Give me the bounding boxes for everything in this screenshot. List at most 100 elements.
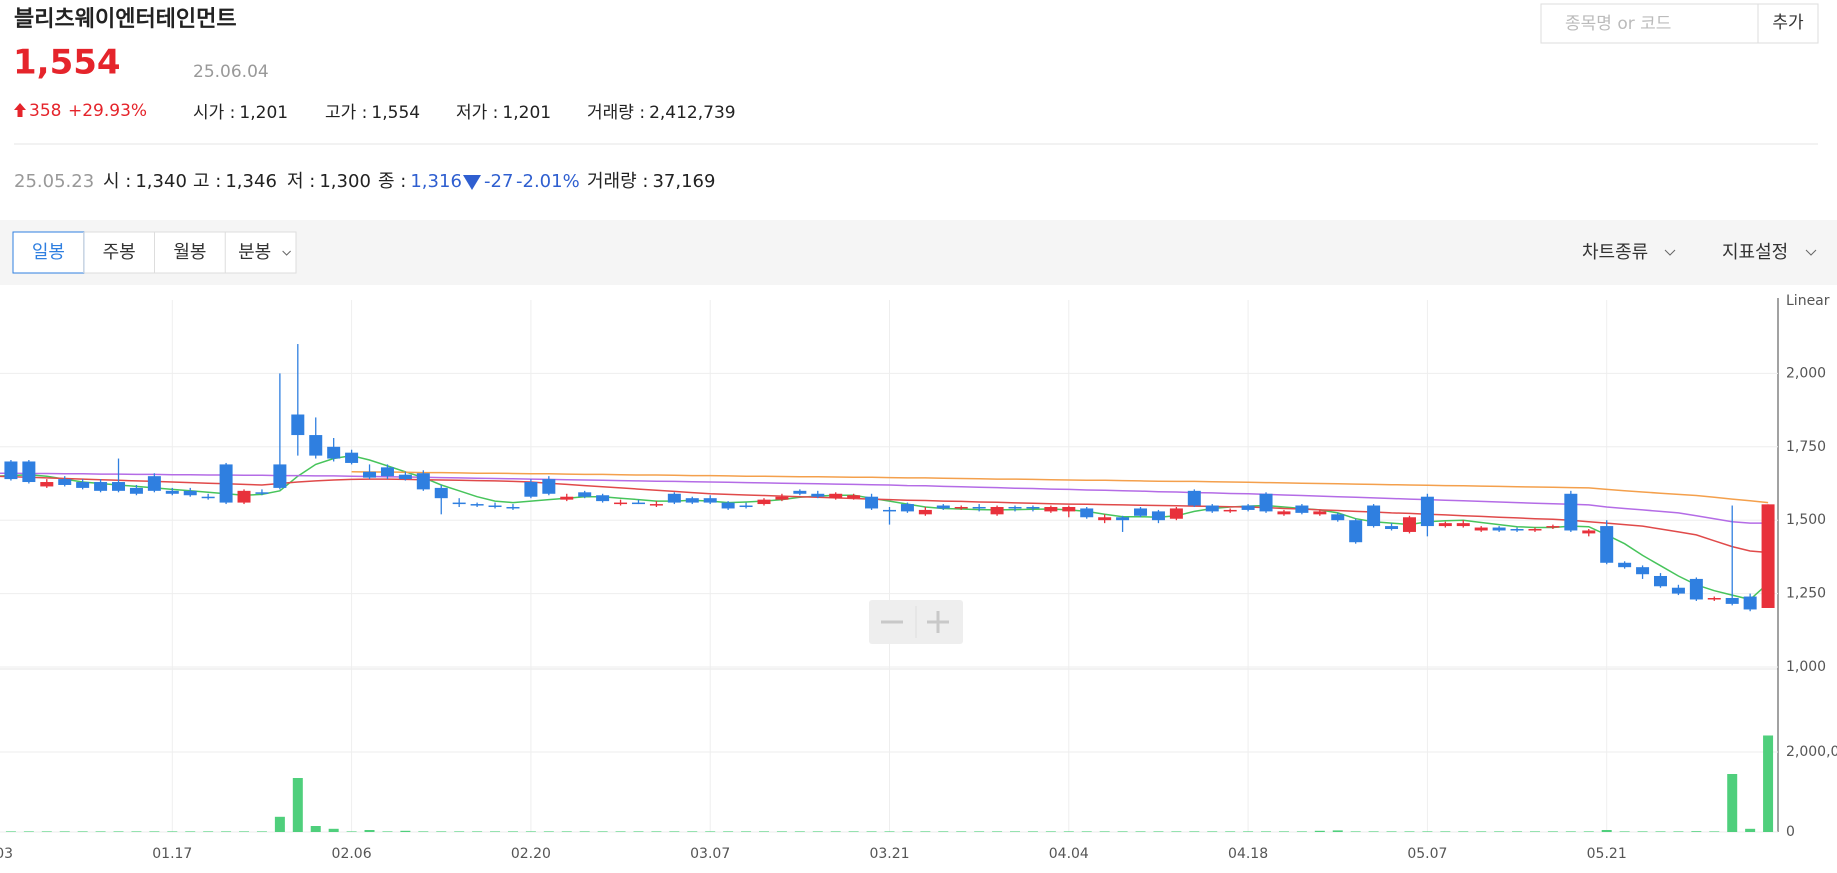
value: 1,346 <box>225 171 277 192</box>
volume-bar <box>812 831 823 832</box>
chevron <box>282 250 291 256</box>
volume-bar <box>1512 831 1523 832</box>
tab[interactable]: 월봉 <box>173 242 206 263</box>
zoom-in[interactable] <box>927 611 949 633</box>
date: 25.06.04 <box>193 62 269 82</box>
volume-bar <box>1583 831 1594 832</box>
volume-bar <box>1063 831 1074 832</box>
stat: 시 :1,340 <box>103 171 187 192</box>
candle-body <box>1367 505 1381 527</box>
volume-bar <box>1547 831 1558 832</box>
y-tick-label: 2,000 <box>1786 365 1826 381</box>
candle-body <box>76 482 90 488</box>
tab[interactable]: 주봉 <box>103 242 136 263</box>
candle-body <box>129 487 143 494</box>
volume-bar <box>346 831 357 832</box>
volume-bar <box>364 830 375 832</box>
chevron <box>1805 249 1817 256</box>
volume-bar <box>1278 831 1289 832</box>
candle-body <box>4 461 18 480</box>
candle-body <box>1402 517 1416 532</box>
candle-body <box>1026 506 1040 509</box>
y-tick-label: 1,750 <box>1786 439 1826 455</box>
volume-bar <box>1350 831 1361 832</box>
candle-body <box>685 498 699 503</box>
volume-bar <box>1458 831 1469 832</box>
stats: 시가 :1,201 고가 :1,554 저가 :1,201 거래량 :2,412,73… <box>193 103 736 123</box>
candle-body <box>1259 493 1273 512</box>
volume-bar <box>1368 831 1379 832</box>
volume-bar <box>1332 830 1343 832</box>
candle-body <box>1492 527 1506 531</box>
volume-bar <box>794 831 805 832</box>
stat: 저 :1,300 <box>287 171 371 192</box>
candle-body <box>990 506 1004 515</box>
x-tick-label: 03.21 <box>869 846 909 862</box>
search-box[interactable] <box>1540 3 1819 44</box>
volume-bar <box>1494 831 1505 832</box>
candle-body <box>524 482 538 497</box>
candle-body <box>1761 504 1775 608</box>
candle-body <box>1169 508 1183 519</box>
volume-bar <box>956 831 967 832</box>
candle-body <box>1528 529 1542 531</box>
chart-type-menu[interactable]: 차트종류 <box>1582 242 1648 263</box>
stat: 저가 :1,201 <box>456 103 551 123</box>
candle-body <box>380 467 394 477</box>
volume-bar <box>1189 831 1200 832</box>
volume-bar <box>579 831 590 832</box>
volume-bar <box>472 831 483 832</box>
grid <box>0 300 1778 833</box>
candle-body <box>1062 506 1076 512</box>
indicator-menu[interactable]: 지표설정 <box>1722 242 1788 263</box>
candle-body <box>1671 587 1685 594</box>
candle-body <box>327 446 341 459</box>
candle-body <box>1707 598 1721 600</box>
y-tick-label: 1,500 <box>1786 512 1826 528</box>
active-tab <box>12 231 85 274</box>
volume-bar <box>454 831 465 832</box>
candle-body <box>757 499 771 505</box>
label: 고 : <box>193 171 221 192</box>
volume-bar <box>1027 831 1038 832</box>
volume-bar <box>1081 831 1092 832</box>
candle-body <box>1313 511 1327 515</box>
candle-body <box>1600 526 1614 563</box>
candle-body <box>1582 530 1596 534</box>
volume-bar <box>131 831 142 832</box>
volume-bar <box>1296 831 1307 832</box>
volume-bar <box>1440 831 1451 832</box>
add-button[interactable]: 추가 <box>1772 13 1804 33</box>
x-tick-label: 05.07 <box>1407 846 1447 862</box>
volume-bar <box>758 831 769 832</box>
volume-bar <box>1099 831 1110 832</box>
volume-bar <box>1727 774 1738 832</box>
candle-body <box>112 482 126 491</box>
tabs: 일봉 주봉 월봉 분봉 <box>12 231 291 274</box>
volume-bar <box>239 831 250 832</box>
volume-bar <box>1153 831 1164 832</box>
hover-volume: 거래량 :37,169 <box>587 171 715 192</box>
stat: 고 :1,346 <box>193 171 277 192</box>
candle-body <box>560 496 574 500</box>
down-triangle <box>463 175 481 190</box>
candle-body <box>721 502 735 509</box>
volume-bar <box>741 831 752 832</box>
volume-bar <box>1565 831 1576 832</box>
candle-body <box>614 502 628 505</box>
x-tick-label: 02.06 <box>332 846 372 862</box>
candle-body <box>434 487 448 499</box>
candle-body <box>452 502 466 505</box>
candle-body <box>865 496 879 509</box>
volume-bar <box>687 831 698 832</box>
tab[interactable]: 일봉 <box>32 242 65 263</box>
candle-body <box>1008 506 1022 509</box>
volume-bar <box>974 831 985 832</box>
volume-bar <box>436 831 447 832</box>
volume-bar <box>310 826 321 832</box>
candle-body <box>1080 508 1094 518</box>
tab[interactable]: 분봉 <box>238 242 271 263</box>
candle-body <box>345 452 359 463</box>
volume-bar <box>1225 831 1236 832</box>
volume-bar <box>597 831 608 832</box>
